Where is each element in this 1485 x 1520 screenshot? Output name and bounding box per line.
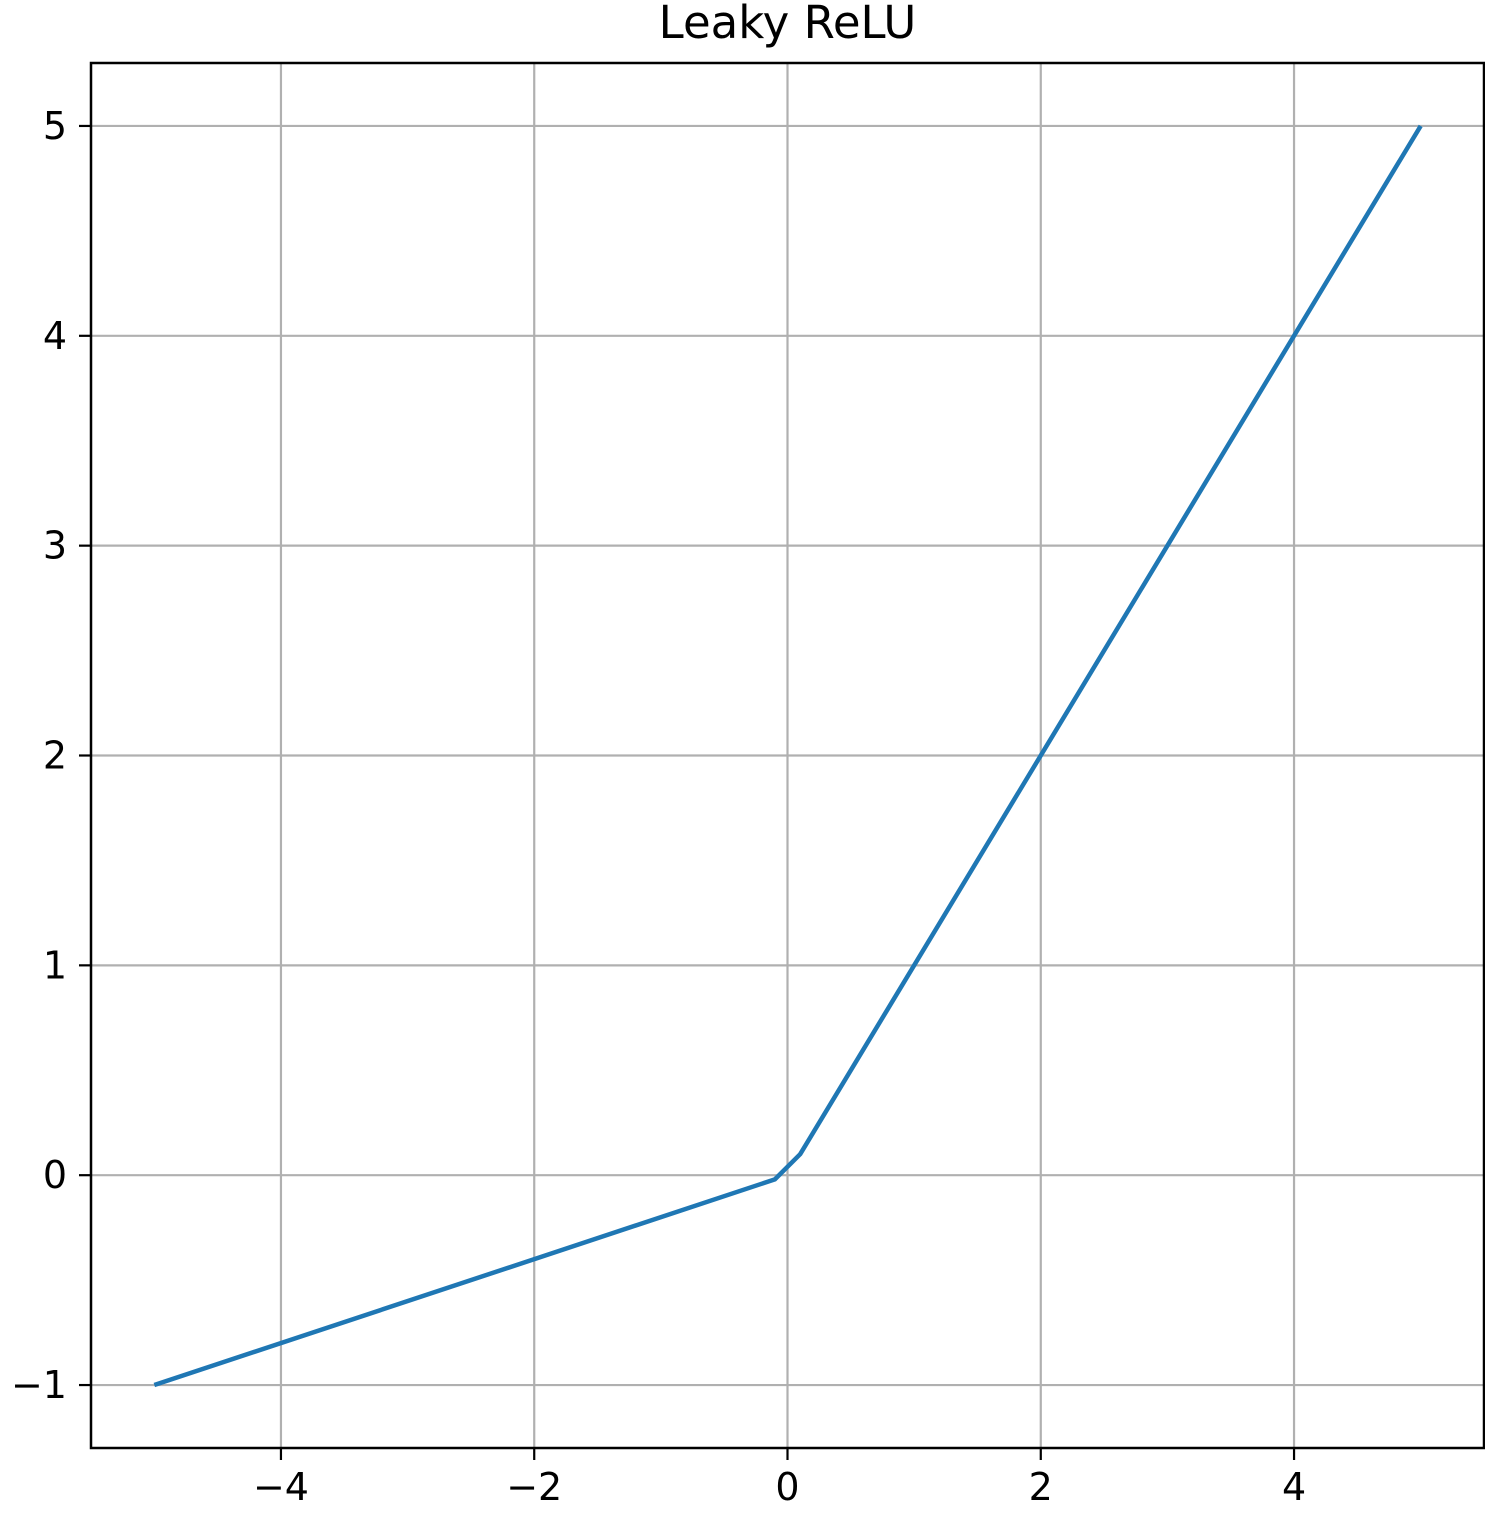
grid-lines — [91, 63, 1484, 1448]
y-axis-ticks: −1 0 1 2 3 4 5 — [11, 104, 91, 1407]
y-tick-label: −1 — [11, 1363, 67, 1407]
y-tick-label: 4 — [43, 314, 67, 358]
y-tick-label: 0 — [43, 1153, 67, 1197]
y-tick-label: 1 — [43, 943, 67, 987]
x-tick-label: 0 — [775, 1465, 799, 1509]
x-tick-label: −2 — [506, 1465, 562, 1509]
chart-title: Leaky ReLU — [659, 0, 917, 49]
x-tick-label: 4 — [1282, 1465, 1306, 1509]
series-layer — [153, 124, 1423, 1388]
y-tick-label: 3 — [43, 524, 67, 568]
y-tick-label: 5 — [43, 104, 67, 148]
x-tick-label: 2 — [1029, 1465, 1053, 1509]
x-axis-ticks: −4 −2 0 2 4 — [253, 1448, 1306, 1509]
y-tick-label: 2 — [43, 734, 67, 778]
x-tick-label: −4 — [253, 1465, 309, 1509]
series-line-0 — [153, 124, 1423, 1388]
